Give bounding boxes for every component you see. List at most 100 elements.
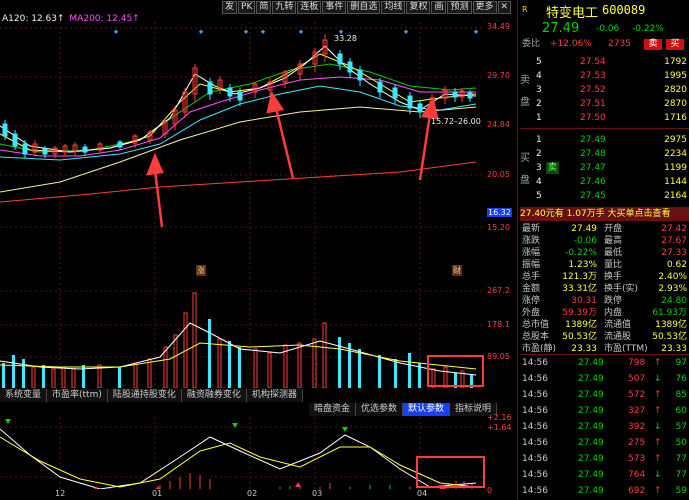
up-arrow-icon: ↑ — [654, 438, 662, 448]
stat-label: 最低 — [604, 248, 623, 258]
ask-volume: 1716 — [664, 113, 687, 123]
toolbar-btn-fa[interactable]: 发 — [222, 1, 238, 14]
tick-time: 14:56 — [522, 358, 548, 368]
tab-optimized-params[interactable]: 优选参数 — [356, 403, 404, 416]
up-arrow-icon: ↑ — [654, 358, 662, 368]
stat-value: 27.67 — [661, 236, 687, 246]
toolbar-btn-jiuzhuan[interactable]: 九转 — [272, 1, 297, 14]
ask-level: 4 — [536, 71, 542, 81]
tick-time: 14:56 — [522, 454, 548, 464]
stat-label: 最高 — [604, 236, 623, 246]
tab-dark-pool[interactable]: 暗盘资金 — [309, 403, 357, 416]
ask-row[interactable]: 1 27.50 1716 — [520, 112, 689, 124]
stat-label: 涨停 — [522, 296, 541, 306]
tick-count: 60 — [675, 406, 687, 416]
toolbar-btn-shijian[interactable]: 事件 — [322, 1, 347, 14]
event-marker-cai[interactable]: 财 — [452, 265, 462, 276]
stat-row: 总手 121.3万 换手 2.40% — [520, 271, 689, 283]
tick-volume: 764 — [628, 470, 646, 480]
tick-price: 27.49 — [578, 454, 604, 464]
price-tick: 29.70 — [487, 71, 510, 80]
bid-tag[interactable]: 卖 — [546, 162, 560, 174]
bid-volume: 1144 — [664, 177, 687, 187]
tick-price: 27.49 — [578, 486, 604, 496]
stat-value: 121.3万 — [562, 272, 597, 282]
bid-level: 2 — [536, 149, 542, 159]
buy-button[interactable]: 买 — [666, 39, 684, 50]
stat-label: 跌停 — [604, 296, 623, 306]
tick-price: 27.49 — [578, 374, 604, 384]
tick-volume: 692 — [628, 486, 646, 496]
stat-row: 涨停 30.31 跌停 24.80 — [520, 295, 689, 307]
bid-price: 27.49 — [580, 135, 606, 145]
bid-row[interactable]: 4 27.46 1144 — [520, 176, 689, 188]
bid-level: 3 — [536, 163, 542, 173]
kline-panel[interactable]: 发 PK 简九转 连板 事件 删自选 均线 复权画预测 更多 ✕ A120: 12.63↑ MA2… — [0, 0, 515, 500]
price-tick: 34.49 — [487, 22, 510, 31]
tab-indicator-help[interactable]: 指标说明 — [450, 403, 498, 416]
stat-label: 涨跌 — [522, 236, 541, 246]
stat-value: 24.80 — [661, 296, 687, 306]
macd-chart[interactable] — [0, 417, 485, 489]
stat-value: -0.22% — [565, 248, 597, 258]
toolbar-btn-gengduo[interactable]: 更多 — [472, 1, 497, 14]
toolbar-btn-fuquan[interactable]: 复权 — [406, 1, 431, 14]
bid-row[interactable]: 2 27.48 2234 — [520, 148, 689, 160]
ma200-label: MA200: 12.45↑ — [69, 14, 140, 24]
stat-label: 流通股 — [604, 332, 632, 342]
ask-row[interactable]: 4 27.53 1995 — [520, 70, 689, 82]
tab-northbound[interactable]: 陆股通持股变化 — [108, 389, 182, 402]
bid-volume: 2234 — [664, 149, 687, 159]
sell-button[interactable]: 卖 — [644, 39, 662, 50]
tab-default-params[interactable]: 默认参数 — [403, 403, 451, 416]
toolbar-btn-hua[interactable]: 画 — [431, 1, 447, 14]
volume-tick: 178.1 — [487, 320, 510, 329]
kline-chart[interactable] — [0, 22, 485, 280]
bid-row[interactable]: 5 27.45 2164 — [520, 190, 689, 202]
buy-side-label: 买盘 — [520, 148, 532, 192]
volume-tick: 89.05 — [487, 352, 510, 361]
toolbar-btn-pk[interactable]: PK — [238, 1, 256, 14]
big-order-banner[interactable]: 27.40元有 1.07万手 大买单点击查看 — [520, 207, 689, 221]
ask-row[interactable]: 5 27.54 1792 — [520, 56, 689, 68]
price-tick: 24.84 — [487, 120, 510, 129]
tick-count: 77 — [675, 470, 687, 480]
buy-side-text: 买盘 — [520, 153, 530, 186]
toolbar-btn-junxian[interactable]: 均线 — [381, 1, 406, 14]
tab-pe-ttm[interactable]: 市盈率(ttm) — [47, 389, 108, 402]
stat-row: 金额 33.31亿 换手(实) 2.93% — [520, 283, 689, 295]
ma-legend: A120: 12.63↑ MA200: 12.45↑ — [2, 14, 140, 24]
stat-label: 外盘 — [522, 308, 541, 318]
date-tick: 02 — [247, 489, 258, 498]
bid-price: 27.48 — [580, 149, 606, 159]
stat-label: 涨幅 — [522, 248, 541, 258]
volume-chart[interactable] — [0, 283, 485, 388]
down-arrow-icon: ↓ — [654, 470, 662, 480]
toolbar-btn-yuce[interactable]: 预测 — [447, 1, 472, 14]
event-marker-zhang[interactable]: 涨 — [196, 265, 206, 276]
toolbar-close-button[interactable]: ✕ — [497, 1, 512, 14]
logo-badge: R — [522, 5, 528, 14]
tick-row: 14:56 27.49 275 50 ↑ — [520, 436, 689, 450]
highlight-box-volume — [427, 355, 484, 387]
ticks-list[interactable]: 14:56 27.49 798 97 ↑ 14:56 27.49 507 76 ↓ 14:56 27.… — [520, 356, 689, 500]
volume-bars — [2, 292, 473, 388]
ask-price: 27.51 — [580, 99, 606, 109]
ask-row[interactable]: 3 27.52 2820 — [520, 84, 689, 96]
stat-label: 量比 — [604, 260, 623, 270]
stat-label: 最新 — [522, 224, 541, 234]
ask-volume: 2820 — [664, 85, 687, 95]
stat-row: 振幅 1.23% 量比 0.62 — [520, 259, 689, 271]
bid-row[interactable]: 1 27.49 2975 — [520, 134, 689, 146]
tab-margin[interactable]: 融资融券变化 — [182, 389, 247, 402]
tick-time: 14:56 — [522, 390, 548, 400]
tab-institution[interactable]: 机构探测器 — [247, 389, 303, 402]
bid-row[interactable]: 3 卖 27.47 1199 — [520, 162, 689, 174]
ask-row[interactable]: 2 27.51 2870 — [520, 98, 689, 110]
toolbar-btn-lianban[interactable]: 连板 — [297, 1, 322, 14]
toolbar-btn-shanzixuan[interactable]: 删自选 — [347, 1, 381, 14]
tick-count: 50 — [675, 438, 687, 448]
tab-system-vars[interactable]: 系统变量 — [0, 389, 48, 402]
down-arrow-icon: ↓ — [654, 422, 662, 432]
toolbar-btn-jian[interactable]: 简 — [256, 1, 272, 14]
